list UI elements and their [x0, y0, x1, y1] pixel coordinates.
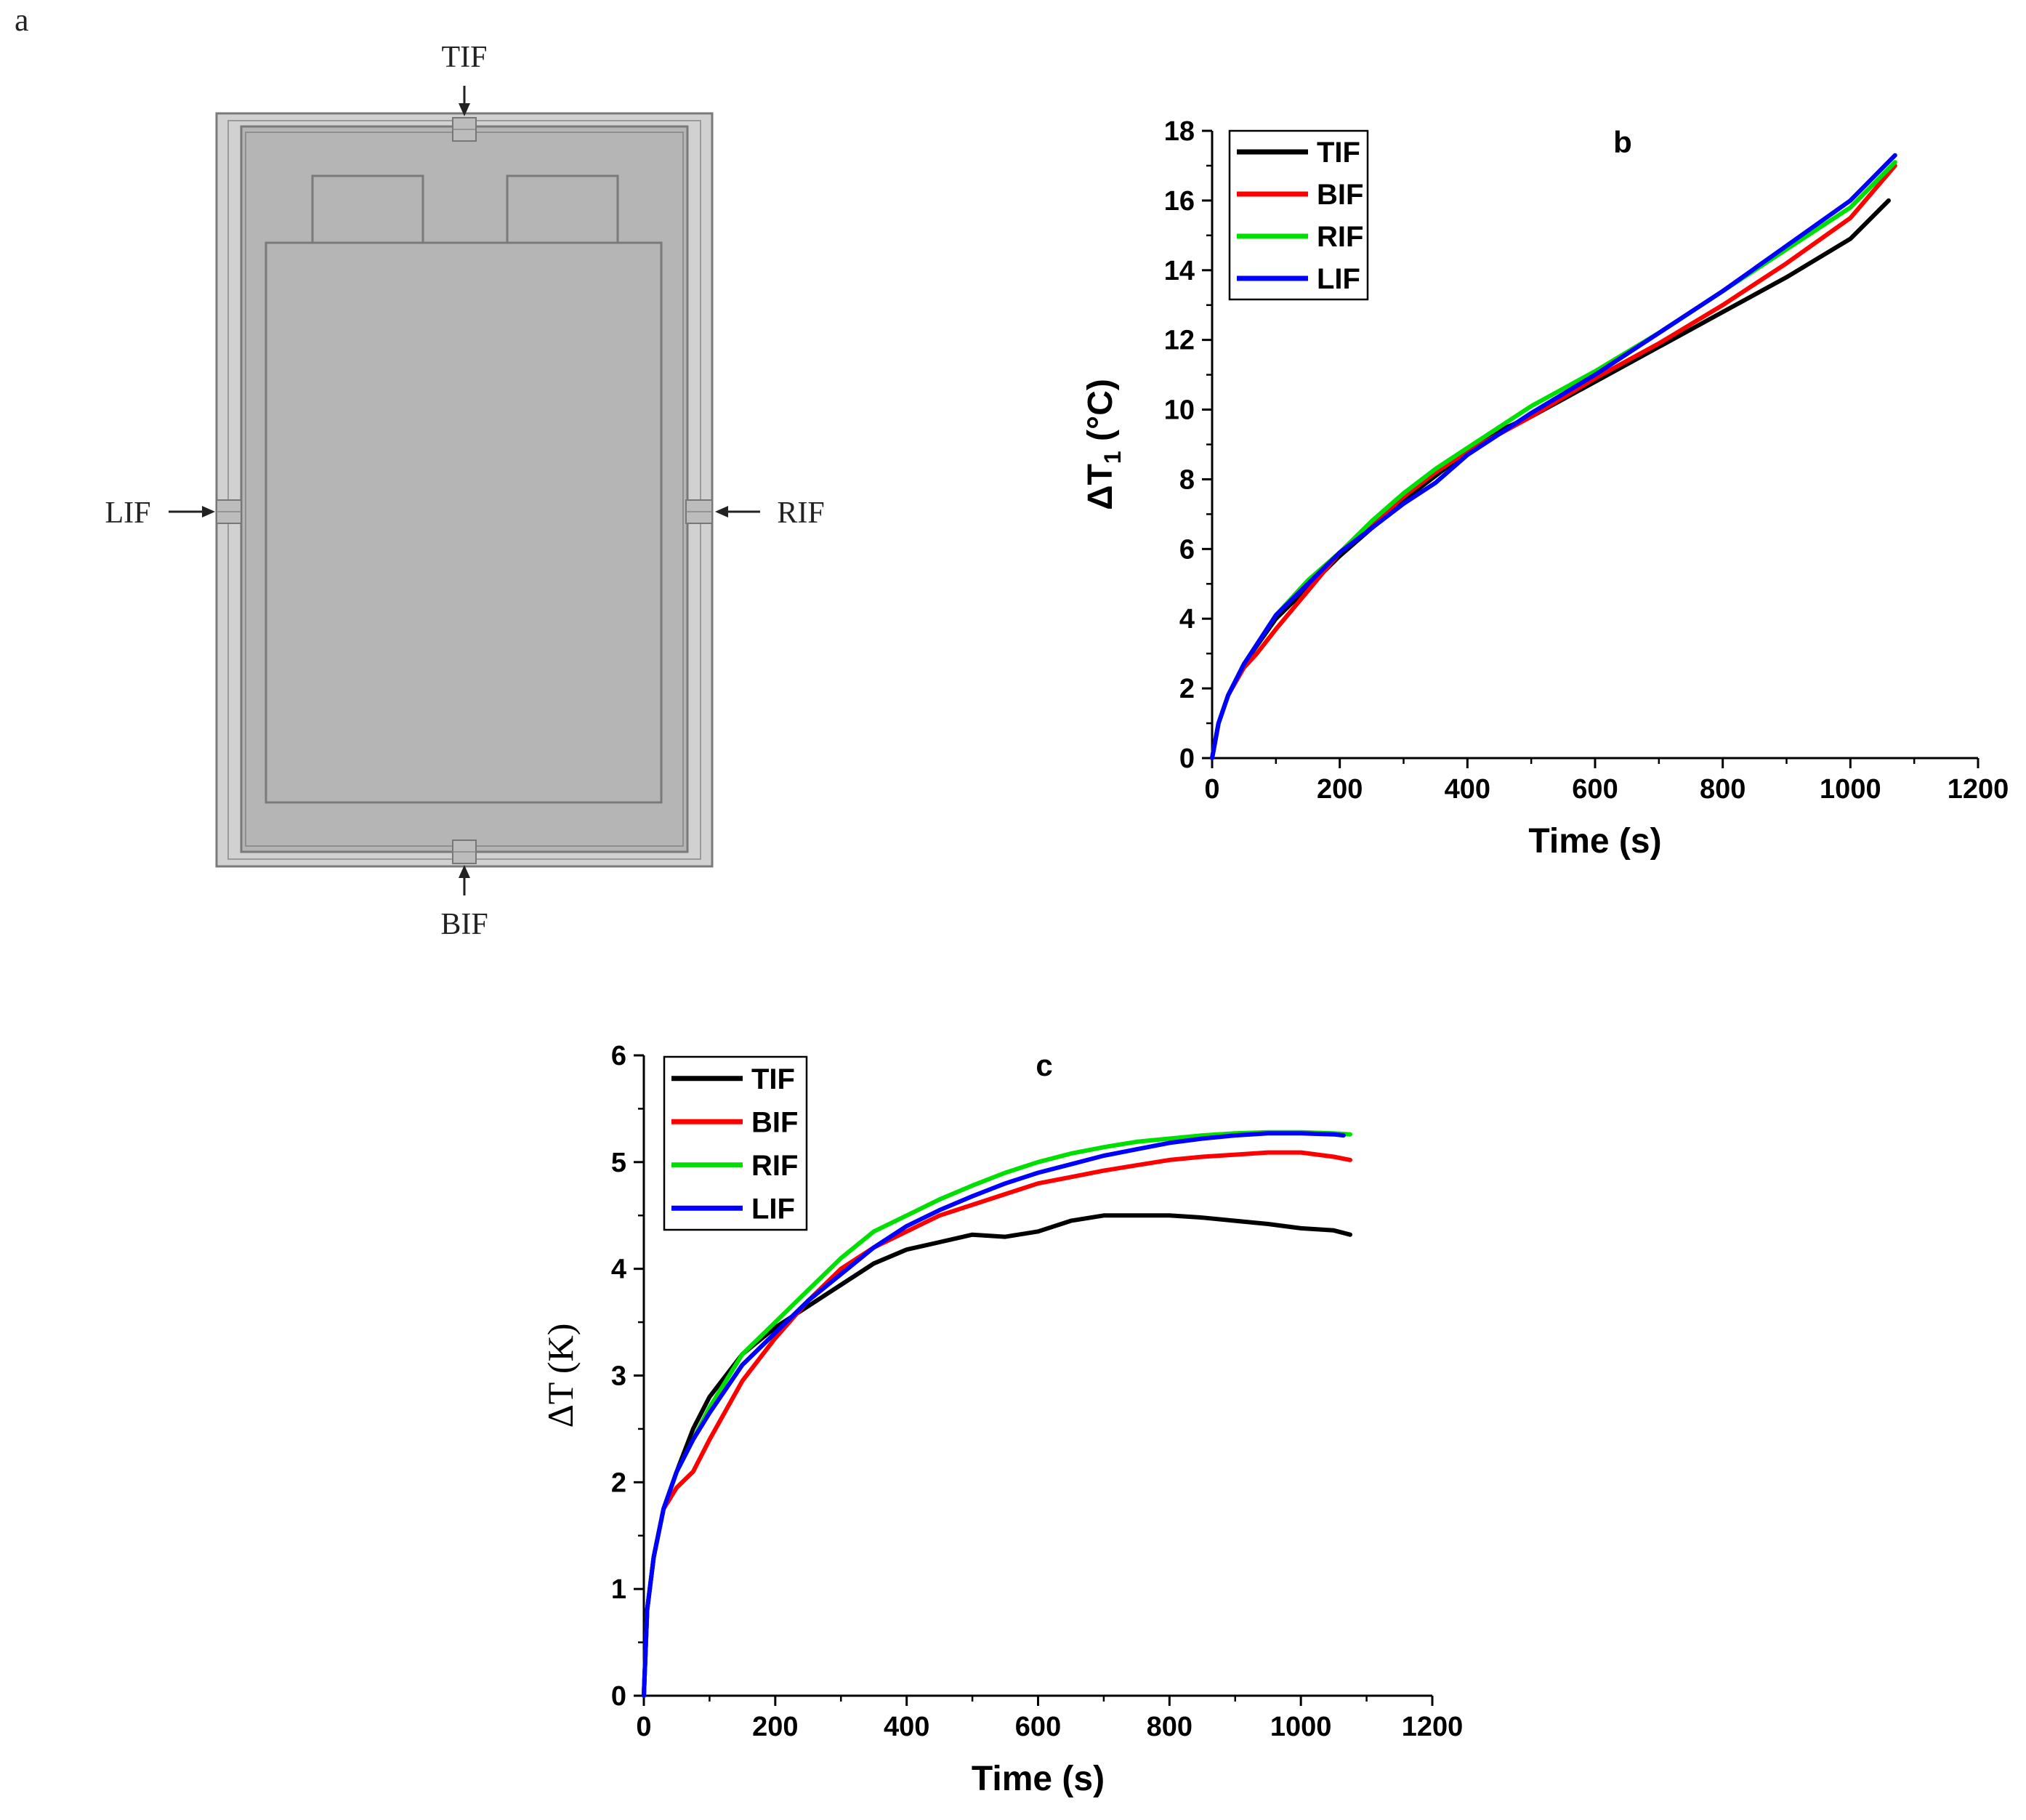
x-tick-label: 1000 — [1270, 1712, 1332, 1742]
x-tick-label: 600 — [1015, 1712, 1061, 1742]
x-tick-label: 1200 — [1402, 1712, 1464, 1742]
y-tick-label: 18 — [1164, 116, 1195, 147]
y-tick-label: 2 — [1179, 674, 1195, 704]
marker-label-left: LIF — [105, 496, 151, 530]
panel-a-schematic: a — [15, 2, 825, 941]
y-tick-label: 6 — [611, 1041, 626, 1071]
y-axis-label: ΔT1 (°C) — [1081, 379, 1126, 510]
x-axis-label: Time (s) — [972, 1760, 1105, 1798]
series-line-tif — [642, 1213, 1352, 1698]
y-axis-label-main: ΔT — [1081, 464, 1120, 510]
y-tick-label: 10 — [1164, 395, 1195, 426]
legend-box — [663, 1055, 808, 1231]
legend-label: LIF — [751, 1193, 795, 1225]
x-tick-label: 800 — [1147, 1712, 1192, 1742]
panel-title: b — [1613, 125, 1632, 159]
y-tick-label: 6 — [1179, 534, 1195, 565]
x-tick-label: 200 — [1317, 774, 1363, 805]
y-tick-label: 0 — [1179, 744, 1195, 774]
legend-label: RIF — [751, 1150, 798, 1182]
x-tick-label: 400 — [1445, 774, 1490, 805]
legend-label: TIF — [1317, 137, 1360, 169]
x-tick-label: 400 — [884, 1712, 929, 1742]
x-tick-label: 0 — [636, 1712, 651, 1742]
arrow-right-icon — [715, 506, 760, 518]
legend-label: TIF — [751, 1063, 795, 1095]
chart-c: 0 200 400 600 800 1000 1200 0 1 2 3 4 5 6 Time (s) ΔT (… — [540, 1041, 1463, 1798]
series-line-bif — [1210, 163, 1897, 760]
y-tick-label: 2 — [611, 1467, 626, 1498]
arrow-top-icon — [459, 86, 470, 116]
y-tick-label: 5 — [611, 1148, 626, 1178]
x-tick-label: 0 — [1204, 774, 1219, 805]
y-tick-label: 4 — [1179, 604, 1195, 635]
marker-label-right: RIF — [777, 496, 824, 530]
x-tick-label: 1200 — [1948, 774, 2009, 805]
y-tick-label: 16 — [1164, 186, 1195, 217]
tab-right — [506, 174, 619, 244]
tab-left — [311, 174, 424, 244]
y-tick-label: 0 — [611, 1681, 626, 1712]
x-tick-label: 1000 — [1820, 774, 1881, 805]
series-line-bif — [642, 1150, 1352, 1698]
panel-title: c — [1036, 1048, 1052, 1082]
legend-label: RIF — [1317, 221, 1363, 253]
cell-core — [265, 241, 663, 804]
y-tick-label: 4 — [611, 1255, 626, 1285]
panel-a-label: a — [15, 2, 29, 38]
x-tick-label: 800 — [1700, 774, 1745, 805]
legend-label: BIF — [751, 1106, 798, 1138]
arrow-left-icon — [169, 506, 215, 518]
chart-b: 0 200 400 600 800 1000 1200 0 2 4 6 8 10 12 14 16 18 Time… — [1081, 116, 2009, 861]
legend-box — [1228, 129, 1369, 301]
y-axis-label: ΔT (K) — [540, 1324, 581, 1428]
series-line-lif — [642, 1131, 1346, 1698]
series-line-lif — [1210, 153, 1897, 760]
legend-label: BIF — [1317, 179, 1363, 211]
y-tick-label: 3 — [611, 1361, 626, 1392]
arrow-bottom-icon — [459, 865, 470, 895]
y-axis-label-sub: 1 — [1099, 451, 1126, 464]
y-tick-label: 8 — [1179, 464, 1195, 495]
y-tick-label: 14 — [1164, 256, 1195, 286]
legend-label: LIF — [1317, 263, 1360, 295]
x-tick-label: 600 — [1572, 774, 1618, 805]
x-axis-label: Time (s) — [1528, 822, 1661, 861]
marker-label-top: TIF — [442, 41, 488, 74]
x-tick-label: 200 — [752, 1712, 798, 1742]
y-tick-label: 12 — [1164, 326, 1195, 356]
y-tick-label: 1 — [611, 1574, 626, 1605]
y-axis-label-unit: (°C) — [1081, 379, 1120, 451]
marker-label-bottom: BIF — [440, 908, 488, 941]
